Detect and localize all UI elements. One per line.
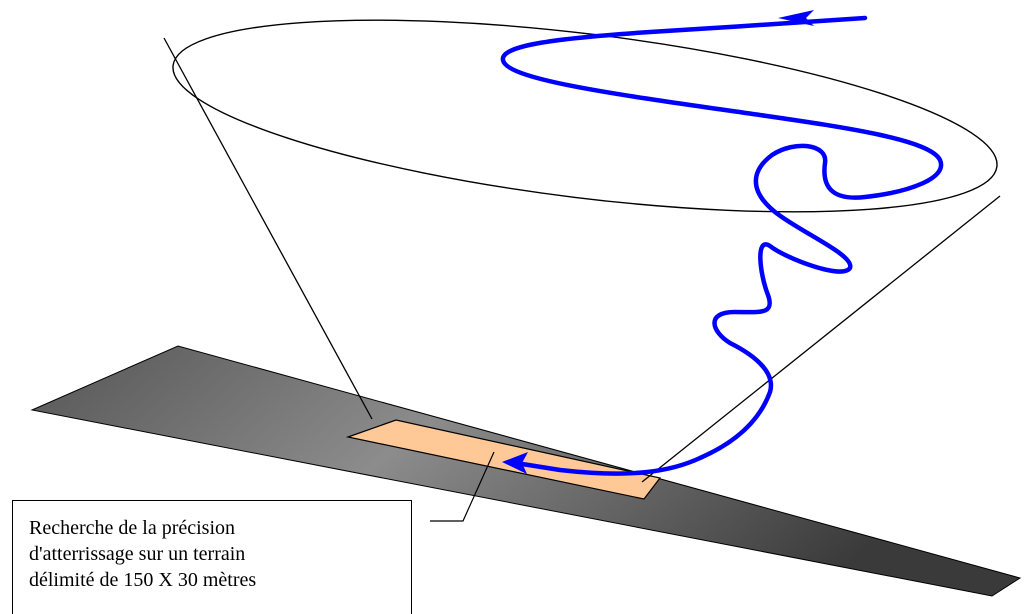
end-arrow-icon — [502, 452, 528, 474]
start-arrow-icon — [778, 10, 814, 26]
caption-leader-line — [430, 451, 495, 522]
cone-right-edge — [641, 195, 1001, 483]
caption-line-1: Recherche de la précision — [29, 517, 236, 539]
flight-path — [500, 15, 944, 476]
cone-left-edge — [163, 37, 373, 420]
caption-line-3: délimité de 150 X 30 mètres — [29, 569, 257, 591]
landing-zone — [345, 419, 662, 500]
caption-box: Recherche de la précision d'atterrissage… — [12, 500, 412, 614]
caption-line-2: d'atterrissage sur un terrain — [29, 543, 246, 565]
